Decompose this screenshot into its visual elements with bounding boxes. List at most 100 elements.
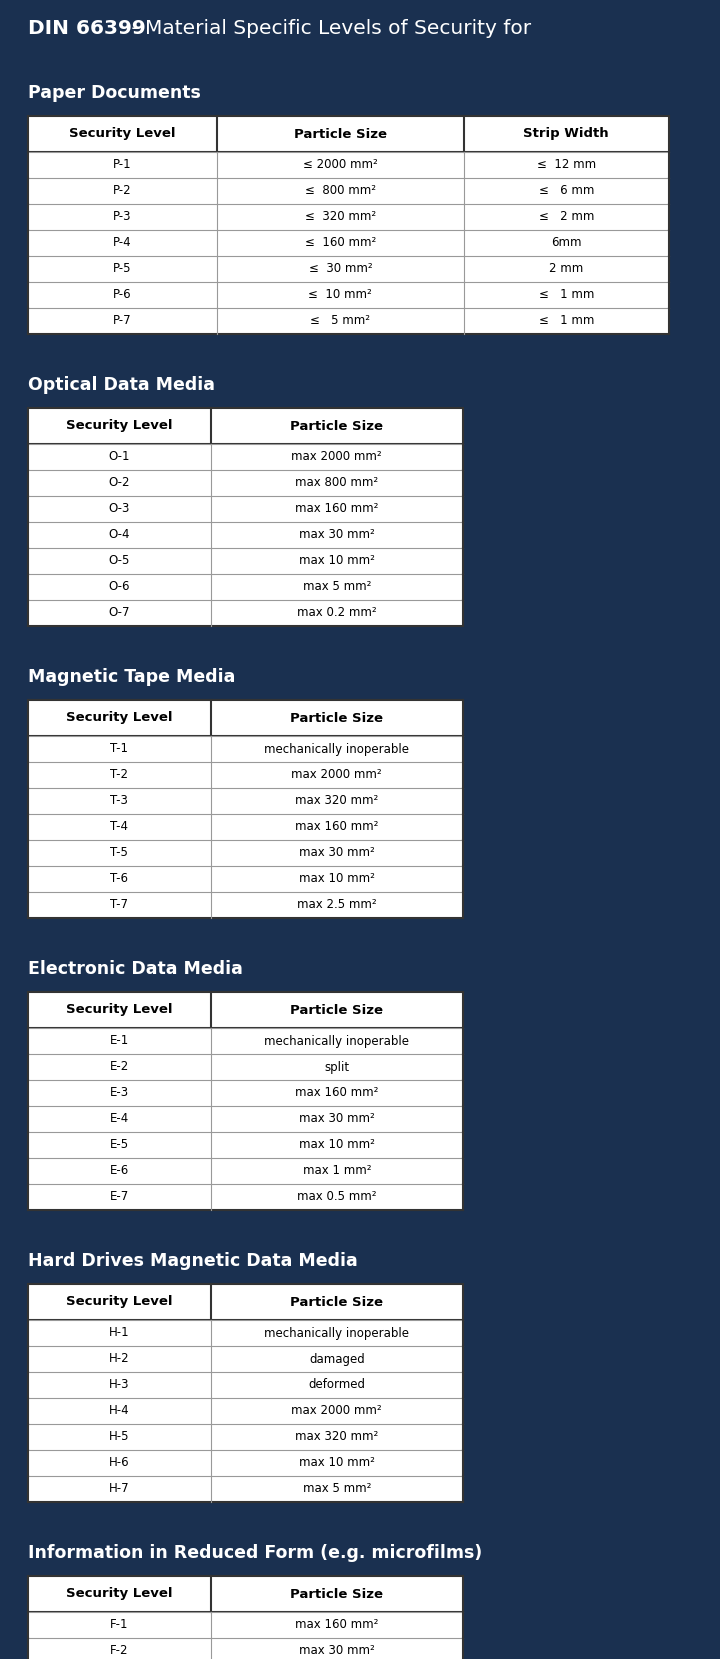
- Text: H-6: H-6: [109, 1457, 130, 1470]
- Text: max 10 mm²: max 10 mm²: [299, 1457, 374, 1470]
- Bar: [28, 1107, 463, 1131]
- Text: max 30 mm²: max 30 mm²: [299, 529, 374, 541]
- Bar: [28, 893, 463, 917]
- Bar: [28, 1185, 463, 1209]
- Text: O-3: O-3: [109, 503, 130, 516]
- Bar: [28, 309, 669, 333]
- Bar: [28, 788, 463, 815]
- Text: P-6: P-6: [113, 289, 132, 302]
- Text: max 160 mm²: max 160 mm²: [295, 1619, 379, 1631]
- Text: E-2: E-2: [109, 1060, 129, 1073]
- Text: E-3: E-3: [109, 1087, 129, 1100]
- Text: O-4: O-4: [109, 529, 130, 541]
- Text: mechanically inoperable: mechanically inoperable: [264, 1327, 409, 1339]
- Bar: [28, 761, 463, 788]
- Text: T-4: T-4: [110, 821, 128, 833]
- Text: ≤  30 mm²: ≤ 30 mm²: [309, 262, 372, 275]
- Text: max 160 mm²: max 160 mm²: [295, 821, 379, 833]
- Bar: [28, 178, 669, 204]
- Text: max 160 mm²: max 160 mm²: [295, 1087, 379, 1100]
- Bar: [28, 1131, 463, 1158]
- Text: Security Level: Security Level: [66, 420, 173, 433]
- Bar: [28, 1345, 463, 1372]
- Text: P-1: P-1: [113, 159, 132, 171]
- Bar: [28, 839, 463, 866]
- Text: P-4: P-4: [113, 237, 132, 249]
- Bar: [28, 1613, 463, 1637]
- Bar: [28, 1029, 463, 1053]
- Text: Particle Size: Particle Size: [290, 1296, 383, 1309]
- Bar: [28, 1637, 463, 1659]
- Text: F-2: F-2: [110, 1644, 129, 1657]
- Text: Electronic Data Media: Electronic Data Media: [28, 961, 243, 979]
- Text: max 0.2 mm²: max 0.2 mm²: [297, 607, 377, 619]
- Bar: [28, 1284, 463, 1321]
- Text: O-2: O-2: [109, 476, 130, 489]
- Bar: [28, 1321, 463, 1345]
- Text: E-7: E-7: [109, 1191, 129, 1203]
- Text: max 2.5 mm²: max 2.5 mm²: [297, 899, 377, 911]
- Text: max 160 mm²: max 160 mm²: [295, 503, 379, 516]
- Text: Security Level: Security Level: [69, 128, 176, 141]
- Bar: [28, 1399, 463, 1423]
- Text: Hard Drives Magnetic Data Media: Hard Drives Magnetic Data Media: [28, 1253, 358, 1271]
- Text: ≤   1 mm: ≤ 1 mm: [539, 289, 594, 302]
- Bar: [28, 1158, 463, 1185]
- Text: max 2000 mm²: max 2000 mm²: [292, 1405, 382, 1417]
- Bar: [28, 255, 669, 282]
- Text: max 2000 mm²: max 2000 mm²: [292, 768, 382, 781]
- Text: T-5: T-5: [110, 846, 128, 859]
- Bar: [28, 231, 669, 255]
- Bar: [28, 469, 463, 496]
- Text: T-3: T-3: [110, 795, 128, 808]
- Bar: [28, 116, 669, 153]
- Bar: [28, 737, 463, 761]
- Text: mechanically inoperable: mechanically inoperable: [264, 743, 409, 755]
- Text: ≤   6 mm: ≤ 6 mm: [539, 184, 594, 197]
- Bar: [28, 1450, 463, 1477]
- Bar: [28, 445, 463, 469]
- Text: T-7: T-7: [110, 899, 128, 911]
- Text: O-5: O-5: [109, 554, 130, 567]
- Text: max 800 mm²: max 800 mm²: [295, 476, 378, 489]
- Text: max 10 mm²: max 10 mm²: [299, 554, 374, 567]
- Text: O-6: O-6: [109, 581, 130, 594]
- Text: max 2000 mm²: max 2000 mm²: [292, 451, 382, 463]
- Bar: [28, 700, 463, 737]
- Text: P-7: P-7: [113, 315, 132, 327]
- Bar: [28, 815, 463, 839]
- Text: ≤   5 mm²: ≤ 5 mm²: [310, 315, 370, 327]
- Text: DIN 66399: DIN 66399: [28, 18, 145, 38]
- Text: T-1: T-1: [110, 743, 128, 755]
- Bar: [28, 1576, 463, 1613]
- Text: ≤  10 mm²: ≤ 10 mm²: [308, 289, 372, 302]
- Bar: [28, 1080, 463, 1107]
- Text: H-3: H-3: [109, 1379, 130, 1392]
- Text: ≤  800 mm²: ≤ 800 mm²: [305, 184, 376, 197]
- Text: E-5: E-5: [109, 1138, 129, 1151]
- Text: Particle Size: Particle Size: [290, 712, 383, 725]
- Text: Information in Reduced Form (e.g. microfilms): Information in Reduced Form (e.g. microf…: [28, 1545, 482, 1563]
- Bar: [28, 574, 463, 601]
- Text: O-1: O-1: [109, 451, 130, 463]
- Bar: [28, 866, 463, 893]
- Text: max 10 mm²: max 10 mm²: [299, 1138, 374, 1151]
- Text: P-3: P-3: [113, 211, 132, 224]
- Text: Particle Size: Particle Size: [290, 1004, 383, 1017]
- Text: ≤ 2000 mm²: ≤ 2000 mm²: [303, 159, 378, 171]
- Text: Particle Size: Particle Size: [290, 1588, 383, 1601]
- Text: max 0.5 mm²: max 0.5 mm²: [297, 1191, 377, 1203]
- Text: F-1: F-1: [110, 1619, 129, 1631]
- Text: E-4: E-4: [109, 1113, 129, 1125]
- Text: Security Level: Security Level: [66, 1588, 173, 1601]
- Bar: [28, 1053, 463, 1080]
- Text: max 1 mm²: max 1 mm²: [302, 1165, 371, 1178]
- Text: mechanically inoperable: mechanically inoperable: [264, 1035, 409, 1047]
- Bar: [28, 1477, 463, 1501]
- Text: max 5 mm²: max 5 mm²: [302, 1483, 371, 1495]
- Text: - Material Specific Levels of Security for: - Material Specific Levels of Security f…: [125, 18, 531, 38]
- Text: max 320 mm²: max 320 mm²: [295, 795, 379, 808]
- Bar: [28, 408, 463, 445]
- Text: H-2: H-2: [109, 1352, 130, 1365]
- Bar: [28, 523, 463, 547]
